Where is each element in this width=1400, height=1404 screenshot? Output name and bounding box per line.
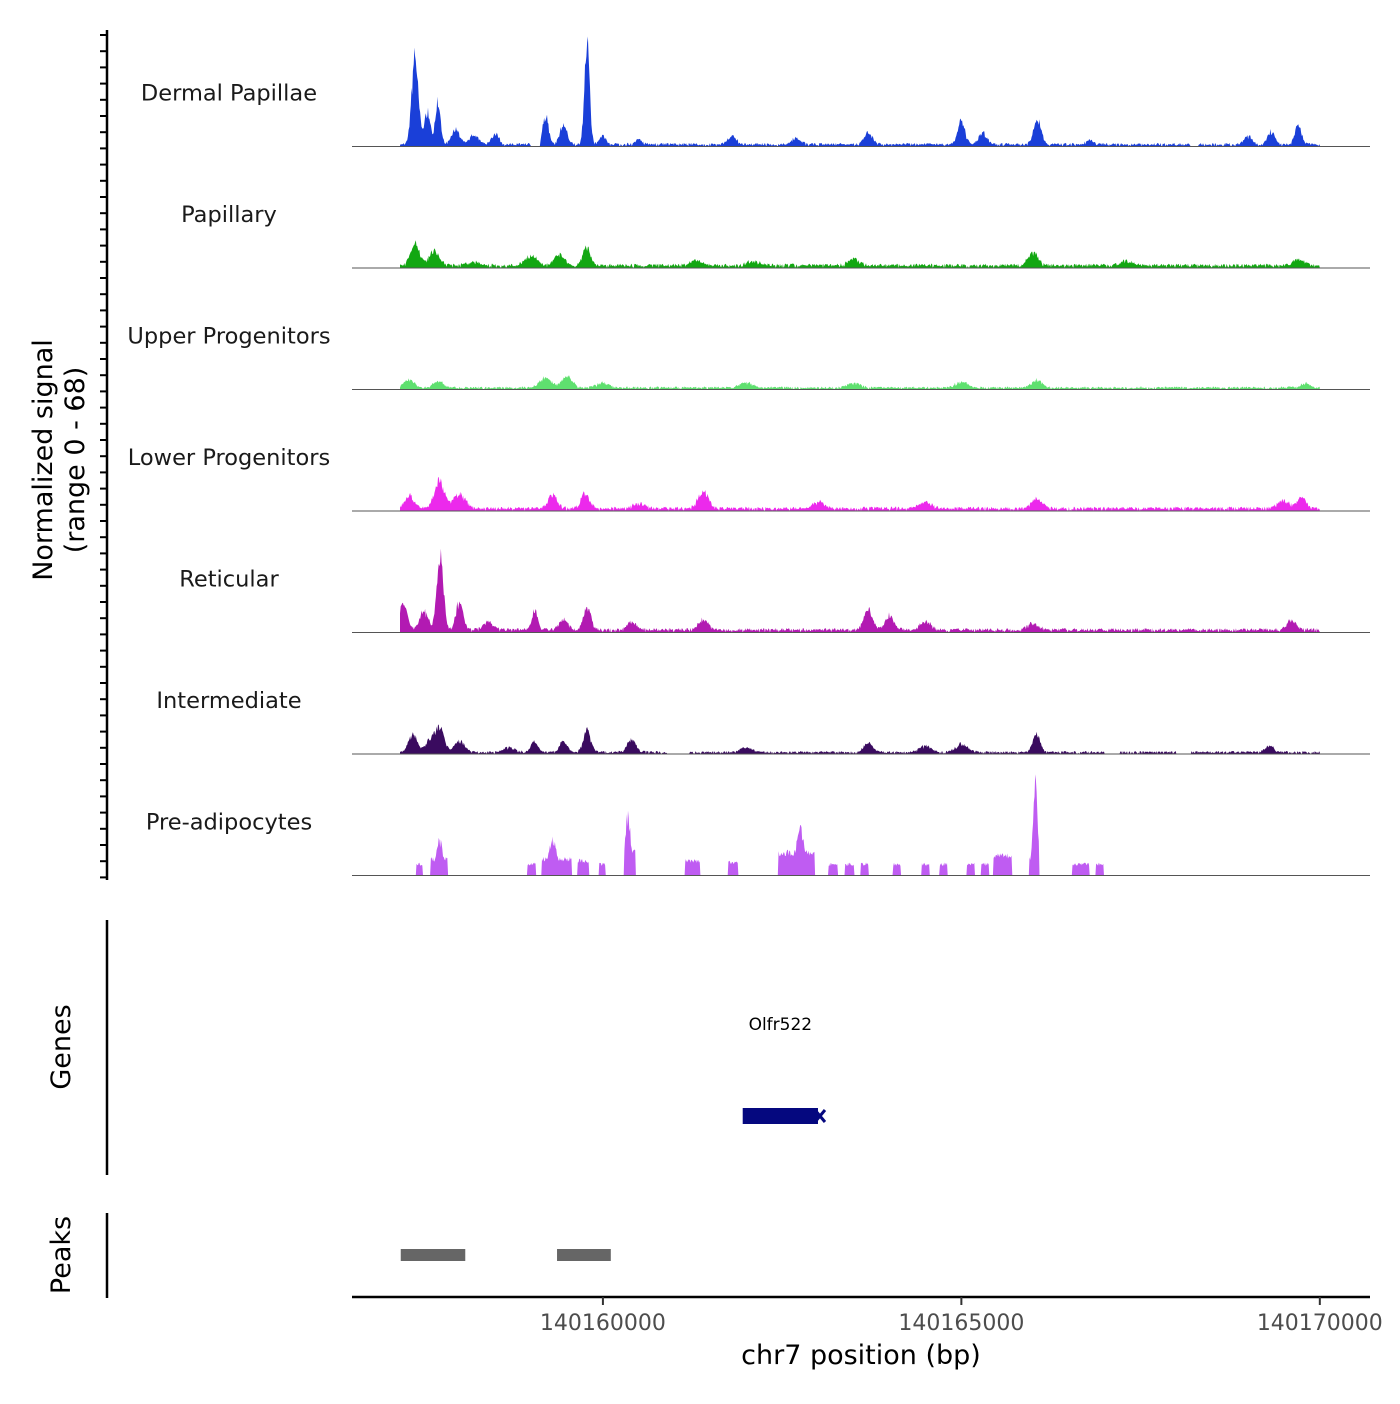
- peak-region: [557, 1249, 611, 1261]
- signal-y-axis: [100, 30, 109, 880]
- x-axis-ticks: 140160000 140165000 140170000: [540, 1297, 1383, 1336]
- genes-panel: Olfr522: [742, 1015, 827, 1124]
- signal-area: [400, 375, 1320, 390]
- track-label: Pre-adipocytes: [146, 810, 312, 836]
- signal-area: [400, 548, 1320, 633]
- track-dermal-papillae: Dermal Papillae: [141, 36, 1370, 147]
- signal-area: [400, 774, 1320, 876]
- track-intermediate: Intermediate: [156, 688, 1370, 755]
- track-lower-progenitors: Lower Progenitors: [128, 445, 1370, 512]
- x-tick-label: 140170000: [1257, 1311, 1383, 1336]
- track-upper-progenitors: Upper Progenitors: [127, 324, 1370, 390]
- gene-label: Olfr522: [749, 1015, 813, 1035]
- track-pre-adipocytes: Pre-adipocytes: [146, 774, 1370, 876]
- track-label: Lower Progenitors: [128, 445, 330, 471]
- track-label: Papillary: [181, 202, 277, 228]
- peaks-panel: [400, 1249, 611, 1261]
- track-label: Reticular: [179, 567, 279, 593]
- track-label: Intermediate: [156, 688, 301, 714]
- x-axis-label: chr7 position (bp): [741, 1340, 981, 1371]
- x-tick-label: 140160000: [540, 1311, 666, 1336]
- peak-region: [400, 1249, 466, 1261]
- track-label: Dermal Papillae: [141, 81, 317, 107]
- track-reticular: Reticular: [179, 548, 1370, 633]
- gene-strand-marker: [813, 1109, 827, 1123]
- gene-body: [742, 1108, 818, 1124]
- signal-area: [400, 240, 1320, 268]
- genes-panel-label: Genes: [46, 1004, 77, 1089]
- gene-olfr522: Olfr522: [742, 1015, 827, 1124]
- x-tick-label: 140165000: [898, 1311, 1024, 1336]
- signal-area: [400, 724, 1320, 754]
- peaks-panel-label: Peaks: [46, 1216, 77, 1294]
- track-papillary: Papillary: [181, 202, 1370, 269]
- y-axis-label-line2: (range 0 - 68): [60, 367, 91, 554]
- y-axis-label-line1: Normalized signal: [28, 339, 59, 581]
- signal-area: [400, 36, 1320, 147]
- signal-tracks: Dermal Papillae Papillary Upper Progenitor…: [127, 36, 1370, 876]
- signal-area: [400, 476, 1320, 511]
- track-label: Upper Progenitors: [127, 324, 330, 350]
